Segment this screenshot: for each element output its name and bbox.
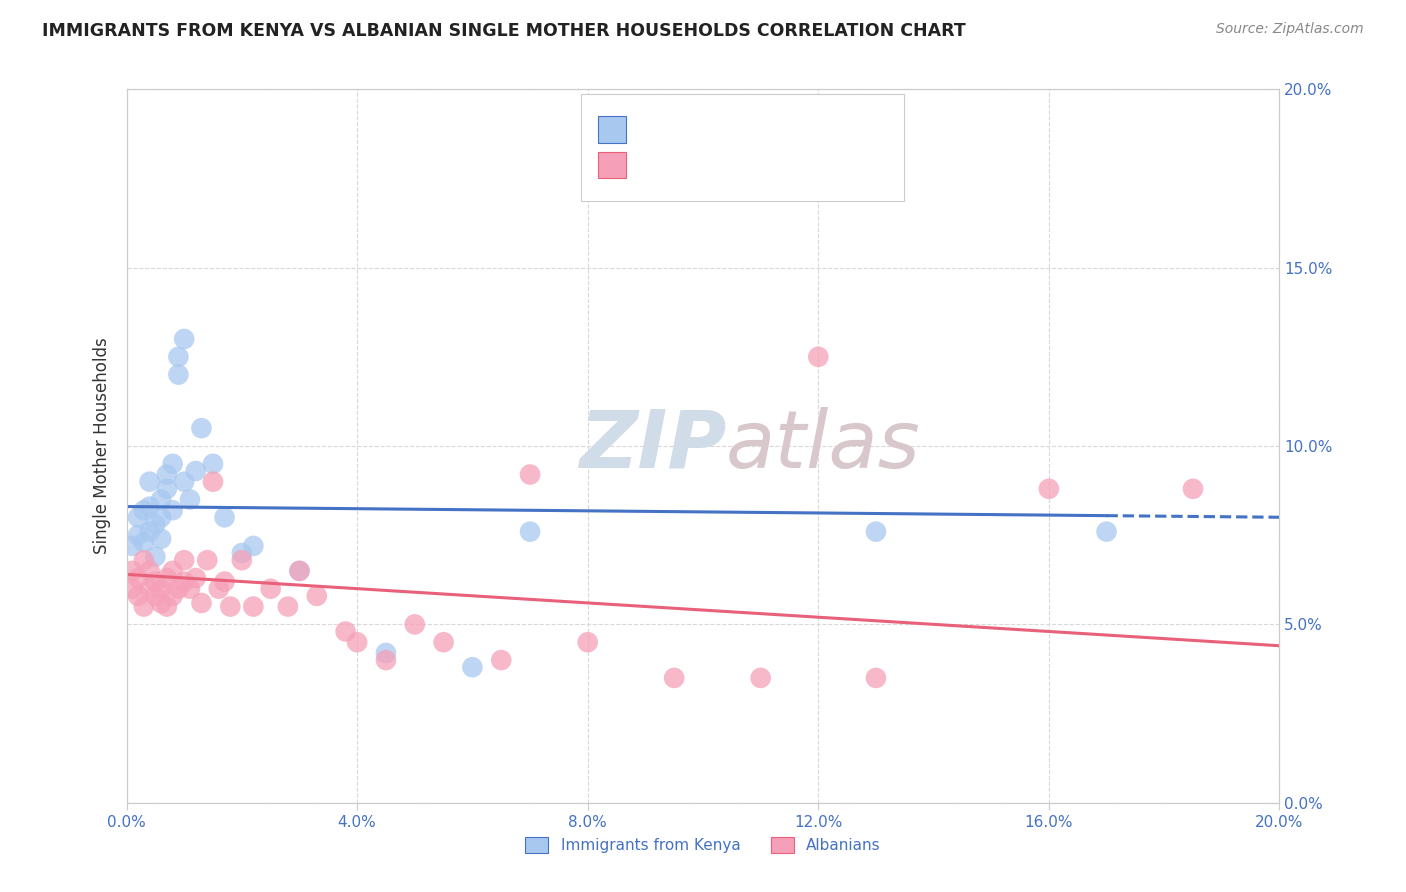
Point xyxy=(121,564,143,578)
Legend: Immigrants from Kenya, Albanians: Immigrants from Kenya, Albanians xyxy=(519,831,887,859)
Point xyxy=(219,599,242,614)
Point xyxy=(138,582,160,596)
Text: N =: N = xyxy=(735,122,769,136)
Point xyxy=(156,599,179,614)
Text: -0.067: -0.067 xyxy=(662,158,717,172)
Point xyxy=(127,571,149,585)
Point xyxy=(374,646,398,660)
Point xyxy=(156,467,179,482)
Point xyxy=(865,524,887,539)
Text: IMMIGRANTS FROM KENYA VS ALBANIAN SINGLE MOTHER HOUSEHOLDS CORRELATION CHART: IMMIGRANTS FROM KENYA VS ALBANIAN SINGLE… xyxy=(42,22,966,40)
Point xyxy=(491,653,513,667)
Point xyxy=(259,582,281,596)
Point xyxy=(127,510,149,524)
Point xyxy=(807,350,830,364)
Point xyxy=(127,589,149,603)
Point xyxy=(150,492,173,507)
Point xyxy=(277,599,299,614)
Point xyxy=(138,475,160,489)
Point xyxy=(749,671,772,685)
Point xyxy=(173,553,195,567)
Point xyxy=(865,671,887,685)
Point xyxy=(145,517,166,532)
Point xyxy=(288,564,311,578)
Text: 47: 47 xyxy=(765,158,786,172)
Point xyxy=(121,582,143,596)
Point xyxy=(173,332,195,346)
Point xyxy=(231,553,253,567)
Point xyxy=(190,596,212,610)
Point xyxy=(214,510,236,524)
Point xyxy=(1095,524,1118,539)
Y-axis label: Single Mother Households: Single Mother Households xyxy=(93,338,111,554)
Point xyxy=(404,617,426,632)
Point xyxy=(519,467,541,482)
Point xyxy=(150,596,173,610)
Point xyxy=(202,475,225,489)
Point xyxy=(184,571,207,585)
Text: R =: R = xyxy=(633,158,666,172)
Point xyxy=(288,564,311,578)
Point xyxy=(167,368,190,382)
Point xyxy=(162,564,184,578)
Point xyxy=(346,635,368,649)
Text: N =: N = xyxy=(735,158,769,172)
Point xyxy=(195,553,218,567)
Point xyxy=(335,624,357,639)
Point xyxy=(162,457,184,471)
Point xyxy=(145,549,166,564)
Point xyxy=(1038,482,1060,496)
Point xyxy=(173,475,195,489)
Point xyxy=(145,574,166,589)
Text: Source: ZipAtlas.com: Source: ZipAtlas.com xyxy=(1216,22,1364,37)
Point xyxy=(576,635,599,649)
Point xyxy=(374,653,398,667)
Point xyxy=(305,589,328,603)
Point xyxy=(1181,482,1204,496)
Point xyxy=(132,553,155,567)
Point xyxy=(138,500,160,514)
Point xyxy=(150,532,173,546)
Point xyxy=(150,510,173,524)
Point xyxy=(461,660,484,674)
Text: -0.016: -0.016 xyxy=(662,122,717,136)
Point xyxy=(156,482,179,496)
Point xyxy=(208,582,231,596)
Point xyxy=(179,492,201,507)
Point xyxy=(138,524,160,539)
Point xyxy=(121,539,143,553)
Point xyxy=(231,546,253,560)
Point xyxy=(167,350,190,364)
Text: R =: R = xyxy=(633,122,666,136)
Point xyxy=(127,528,149,542)
Point xyxy=(519,524,541,539)
Text: 34: 34 xyxy=(765,122,786,136)
Point xyxy=(242,599,264,614)
Point xyxy=(145,589,166,603)
Point xyxy=(132,503,155,517)
Point xyxy=(138,564,160,578)
Point xyxy=(214,574,236,589)
Point xyxy=(664,671,686,685)
Point xyxy=(162,503,184,517)
Point xyxy=(132,535,155,549)
Text: atlas: atlas xyxy=(725,407,921,485)
Point xyxy=(150,582,173,596)
Point xyxy=(167,582,190,596)
Point xyxy=(202,457,225,471)
Point xyxy=(173,574,195,589)
Text: ZIP: ZIP xyxy=(579,407,725,485)
Point xyxy=(190,421,212,435)
Point xyxy=(162,589,184,603)
Point xyxy=(179,582,201,596)
Point xyxy=(184,464,207,478)
Point xyxy=(132,599,155,614)
Point xyxy=(156,571,179,585)
Point xyxy=(433,635,456,649)
Point xyxy=(242,539,264,553)
